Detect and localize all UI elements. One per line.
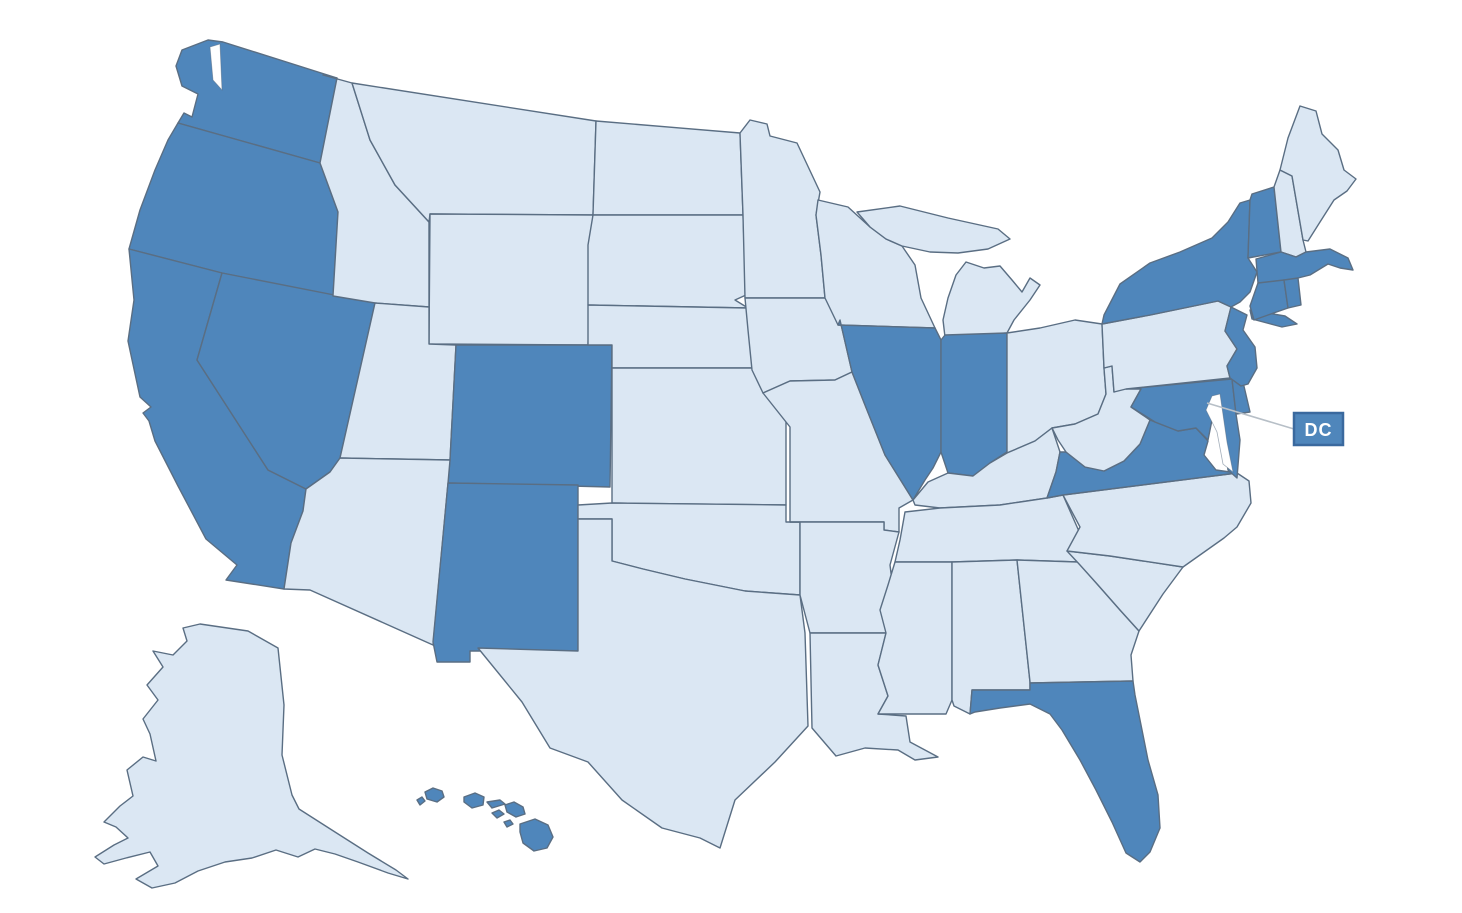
dc-callout: DC [1206, 402, 1345, 447]
state-il [837, 319, 942, 501]
dc-label-text: DC [1305, 420, 1333, 440]
state-nj [1224, 306, 1258, 387]
chesapeake-bay-water [1205, 393, 1234, 473]
state-mi [856, 205, 1041, 338]
state-ms [877, 561, 953, 715]
state-nc [1062, 472, 1252, 568]
state-ks [611, 367, 787, 506]
water-overlays [209, 43, 1234, 473]
state-ri [1283, 277, 1302, 309]
state-sd [587, 214, 749, 309]
state-mn [739, 119, 826, 299]
state-nd [592, 120, 744, 216]
state-az [283, 457, 451, 646]
state-co [447, 344, 613, 488]
state-nm [432, 482, 579, 663]
state-ak [94, 623, 409, 889]
dc-label-box [1292, 411, 1345, 447]
state-in [940, 332, 1008, 477]
state-hi [416, 787, 554, 852]
state-ct [1249, 279, 1289, 321]
state-me [1279, 105, 1357, 242]
puget-sound-water [209, 43, 223, 92]
state-fl [969, 680, 1161, 863]
state-wy [428, 213, 594, 346]
state-tx [477, 518, 809, 849]
dc-callout-line [1206, 402, 1295, 430]
states-layer [94, 39, 1357, 889]
